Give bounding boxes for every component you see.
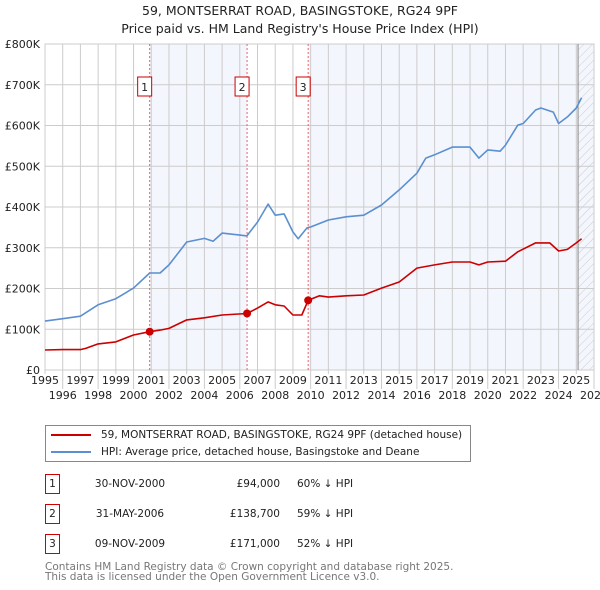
x-tick-label: 2006 (226, 389, 254, 402)
sale-number: 1 (45, 474, 60, 494)
y-tick-label: £600K (5, 120, 41, 133)
y-tick-label: £800K (5, 38, 41, 51)
sale-price: £138,700 (229, 508, 280, 520)
legend-label: HPI: Average price, detached house, Basi… (101, 446, 420, 458)
y-tick-label: £300K (5, 242, 41, 255)
y-tick-label: £700K (5, 79, 41, 92)
x-tick-label: 2008 (261, 389, 289, 402)
chart-title-line2: Price paid vs. HM Land Registry's House … (121, 21, 479, 36)
x-tick-label: 2005 (208, 374, 236, 387)
x-tick-label: 1996 (49, 389, 77, 402)
x-tick-label: 2016 (403, 389, 431, 402)
x-tick-label: 2007 (244, 374, 272, 387)
x-tick-label: 2002 (155, 389, 183, 402)
sale-number: 2 (45, 504, 60, 524)
x-tick-label: 2009 (279, 374, 307, 387)
sale-label-box (137, 76, 153, 97)
x-tick-label: 2023 (527, 374, 555, 387)
x-tick-label: 2021 (491, 374, 519, 387)
x-tick-label: 2022 (509, 389, 537, 402)
x-tick-label: 2004 (190, 389, 218, 402)
x-tick-label: 2019 (456, 374, 484, 387)
x-tick-label: 2018 (438, 389, 466, 402)
legend: 59, MONTSERRAT ROAD, BASINGSTOKE, RG24 9… (45, 425, 471, 462)
sale-label-box (234, 76, 250, 97)
footer-copyright: Contains HM Land Registry data © Crown c… (45, 561, 454, 573)
price-chart: 1995 1996 1997 1998 1999 2000 2001 2002 2003 2004… (5, 38, 600, 402)
footer-licence: This data is licensed under the Open Gov… (45, 571, 380, 583)
sale-hpi: 60% ↓ HPI (297, 478, 354, 490)
x-tick-label: 2025 (562, 374, 590, 387)
x-tick-label: 1997 (66, 374, 94, 387)
sale-price: £94,000 (236, 478, 280, 490)
sale-point (145, 327, 154, 336)
x-tick-label: 2000 (120, 389, 148, 402)
x-tick-label: 2013 (350, 374, 378, 387)
legend-swatch-red (51, 434, 91, 436)
legend-label: 59, MONTSERRAT ROAD, BASINGSTOKE, RG24 9… (101, 429, 463, 441)
x-tick-label: 1999 (102, 374, 130, 387)
sale-point (304, 296, 313, 305)
plot-border (44, 43, 595, 371)
x-tick-label: 2014 (367, 389, 395, 402)
y-tick-label: £200K (5, 283, 41, 296)
sale-label-number: 3 (300, 81, 307, 94)
sale-date: 31-MAY-2006 (95, 508, 165, 520)
sale-date: 09-NOV-2009 (94, 538, 166, 550)
x-tick-label: 2012 (332, 389, 360, 402)
hpi-line (44, 97, 583, 322)
x-tick-label: 2020 (474, 389, 502, 402)
x-tick-label: 2001 (137, 374, 165, 387)
y-tick-label: £500K (5, 160, 41, 173)
x-tick-label: 1998 (84, 389, 112, 402)
sale-label-box (295, 76, 311, 97)
x-tick-label: 2017 (421, 374, 449, 387)
sale-price: £171,000 (229, 538, 280, 550)
x-tick-label: 2015 (385, 374, 413, 387)
sale-date: 30-NOV-2000 (94, 478, 166, 490)
y-tick-label: £400K (5, 201, 41, 214)
x-tick-label: 2003 (173, 374, 201, 387)
y-tick-label: £0 (26, 364, 40, 377)
x-tick-label: 1995 (31, 374, 59, 387)
x-tick-label: 2026 (580, 389, 600, 402)
legend-swatch-blue (51, 451, 91, 453)
sale-number: 3 (45, 534, 60, 554)
sale-label-number: 2 (239, 81, 246, 94)
sale-point (243, 309, 252, 318)
x-tick-label: 2011 (314, 374, 342, 387)
y-tick-label: £100K (5, 323, 41, 336)
x-tick-label: 2010 (297, 389, 325, 402)
sale-hpi: 52% ↓ HPI (297, 538, 354, 550)
sale-label-number: 1 (141, 81, 148, 94)
x-tick-label: 2024 (545, 389, 573, 402)
chart-title-line1: 59, MONTSERRAT ROAD, BASINGSTOKE, RG24 9… (142, 3, 458, 18)
sale-hpi: 59% ↓ HPI (297, 508, 354, 520)
